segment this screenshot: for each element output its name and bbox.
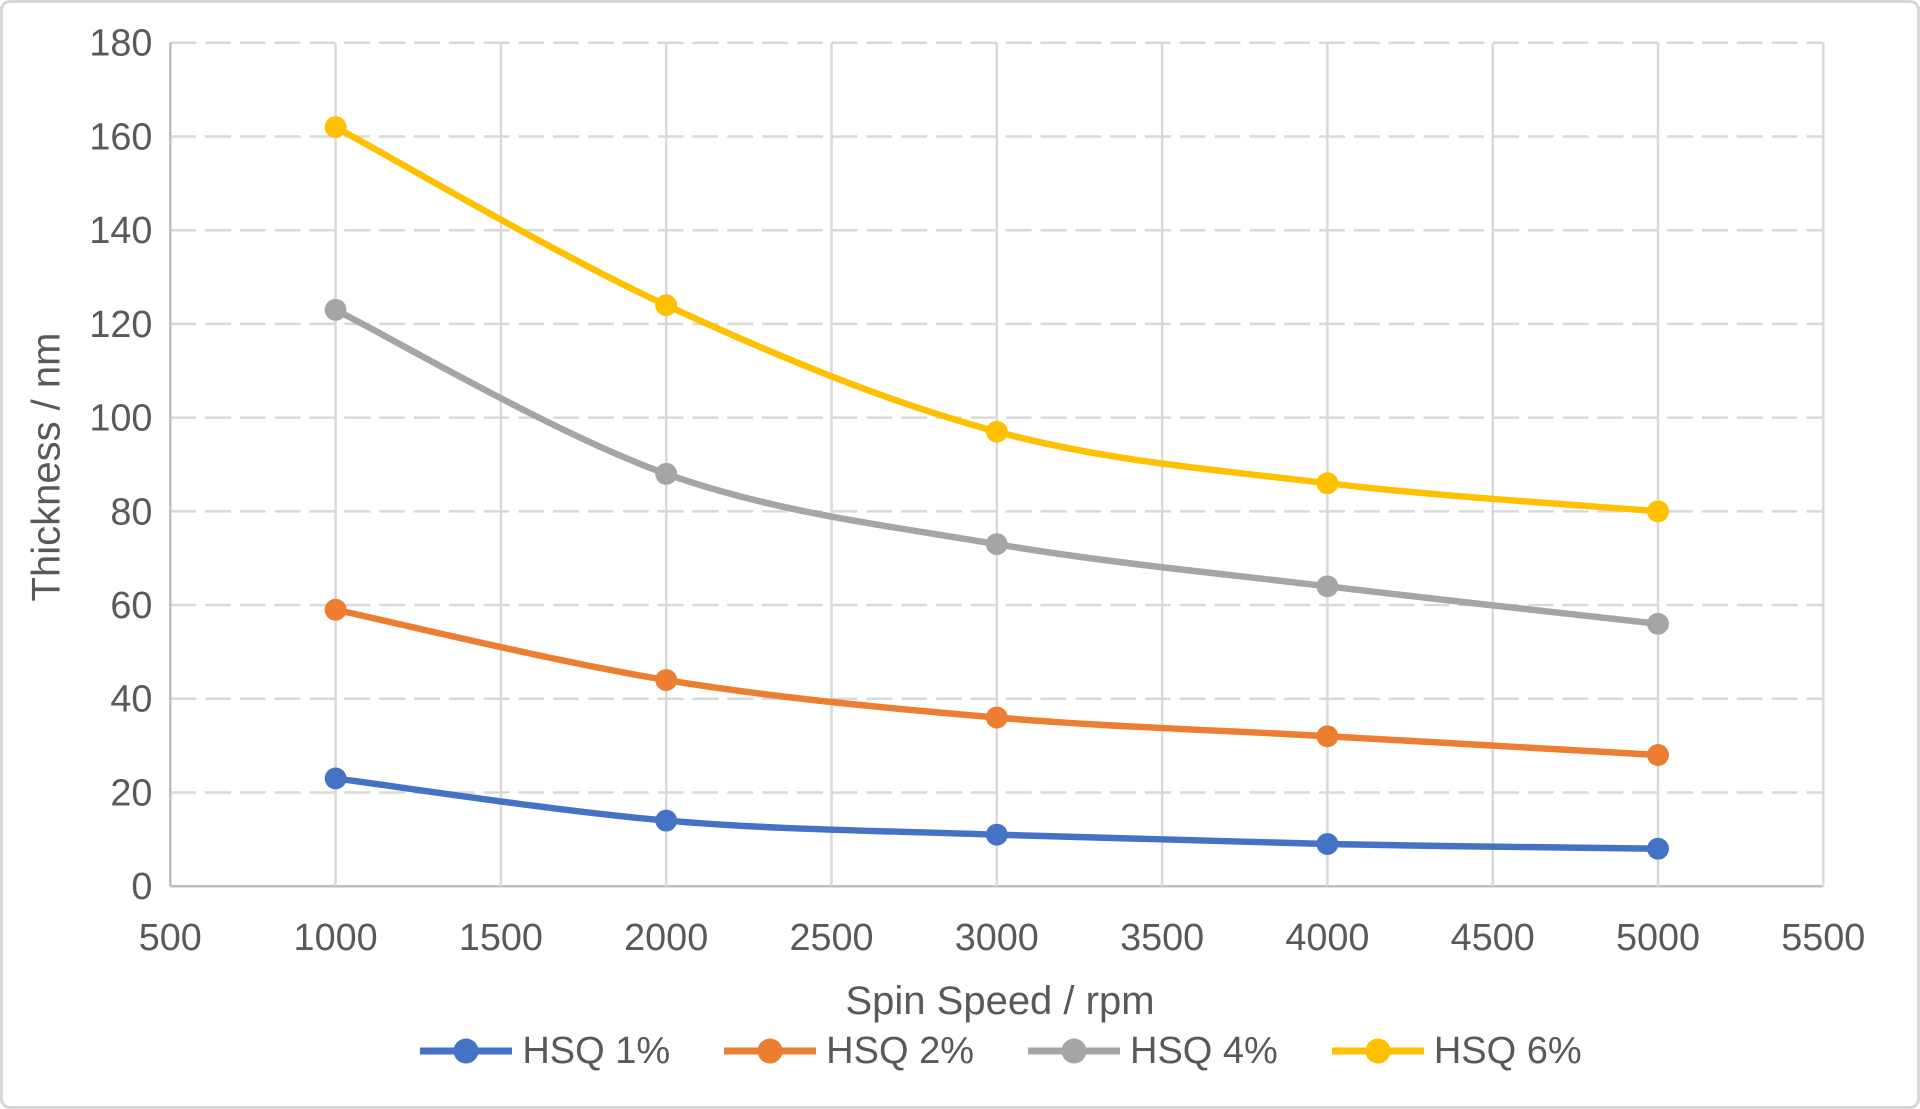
y-axis-title: Thickness / nm [24,332,69,602]
y-tick-label-20: 20 [110,772,152,814]
data-point-hsq-1--4000 [1316,833,1339,855]
data-point-hsq-2--5000 [1647,744,1669,766]
y-tick-label-80: 80 [110,491,152,533]
data-point-hsq-1--3000 [985,823,1008,846]
x-tick-label-2000: 2000 [624,917,708,959]
x-tick-label-3500: 3500 [1120,917,1204,959]
legend: HSQ 1% HSQ 2% HSQ 4% HSQ 6% [169,1025,1831,1077]
legend-label: HSQ 4% [1130,1029,1278,1072]
x-tick-label-5000: 5000 [1616,917,1700,959]
data-point-hsq-4--2000 [655,462,678,485]
x-axis-title: Spin Speed / rpm [845,979,1155,1023]
data-point-hsq-4--4000 [1316,575,1339,598]
x-tick-label-2500: 2500 [789,917,873,959]
y-tick-label-120: 120 [89,304,152,346]
legend-item-hsq-4: HSQ 4% [1026,1030,1278,1073]
data-point-hsq-4--3000 [985,533,1008,556]
x-tick-label-1500: 1500 [459,917,543,959]
legend-marker-icon [724,1038,817,1064]
y-tick-label-180: 180 [89,23,152,65]
y-tick-label-160: 160 [89,116,152,158]
y-tick-label-140: 140 [89,210,152,252]
data-point-hsq-4--5000 [1647,612,1669,635]
legend-item-hsq-2: HSQ 2% [722,1030,974,1073]
y-tick-label-0: 0 [131,866,152,908]
legend-item-hsq-1: HSQ 1% [418,1030,670,1073]
data-point-hsq-6--2000 [655,294,678,317]
legend-marker-icon [1028,1038,1120,1064]
legend-label: HSQ 1% [522,1029,671,1072]
y-tick-label-60: 60 [110,585,152,627]
x-tick-label-1000: 1000 [294,917,378,959]
data-point-hsq-6--4000 [1316,472,1339,495]
y-tick-label-40: 40 [110,679,152,721]
legend-marker-icon [420,1038,513,1064]
data-point-hsq-6--5000 [1647,500,1669,523]
x-tick-label-4500: 4500 [1451,917,1535,959]
y-tick-label-100: 100 [89,398,152,440]
data-point-hsq-1--1000 [324,767,347,790]
data-point-hsq-6--3000 [985,420,1008,443]
x-tick-label-4000: 4000 [1285,917,1369,959]
legend-item-hsq-6: HSQ 6% [1330,1030,1582,1073]
legend-label: HSQ 2% [826,1029,974,1072]
x-tick-label-5500: 5500 [1781,917,1865,959]
data-point-hsq-4--1000 [324,298,347,321]
legend-label: HSQ 6% [1433,1029,1582,1072]
legend-marker-icon [1331,1038,1424,1064]
data-point-hsq-1--2000 [655,809,678,832]
data-point-hsq-1--5000 [1647,837,1669,860]
x-tick-label-3000: 3000 [955,917,1039,959]
data-point-hsq-2--2000 [655,669,678,691]
x-tick-label-500: 500 [139,917,202,959]
data-point-hsq-2--3000 [985,706,1008,729]
data-point-hsq-2--4000 [1316,725,1339,748]
data-point-hsq-6--1000 [324,116,347,139]
data-point-hsq-2--1000 [324,598,347,621]
plot-area: 0 20 40 60 80 100 120 140 160 180 500 1000 1500 2000 2… [89,23,1865,959]
